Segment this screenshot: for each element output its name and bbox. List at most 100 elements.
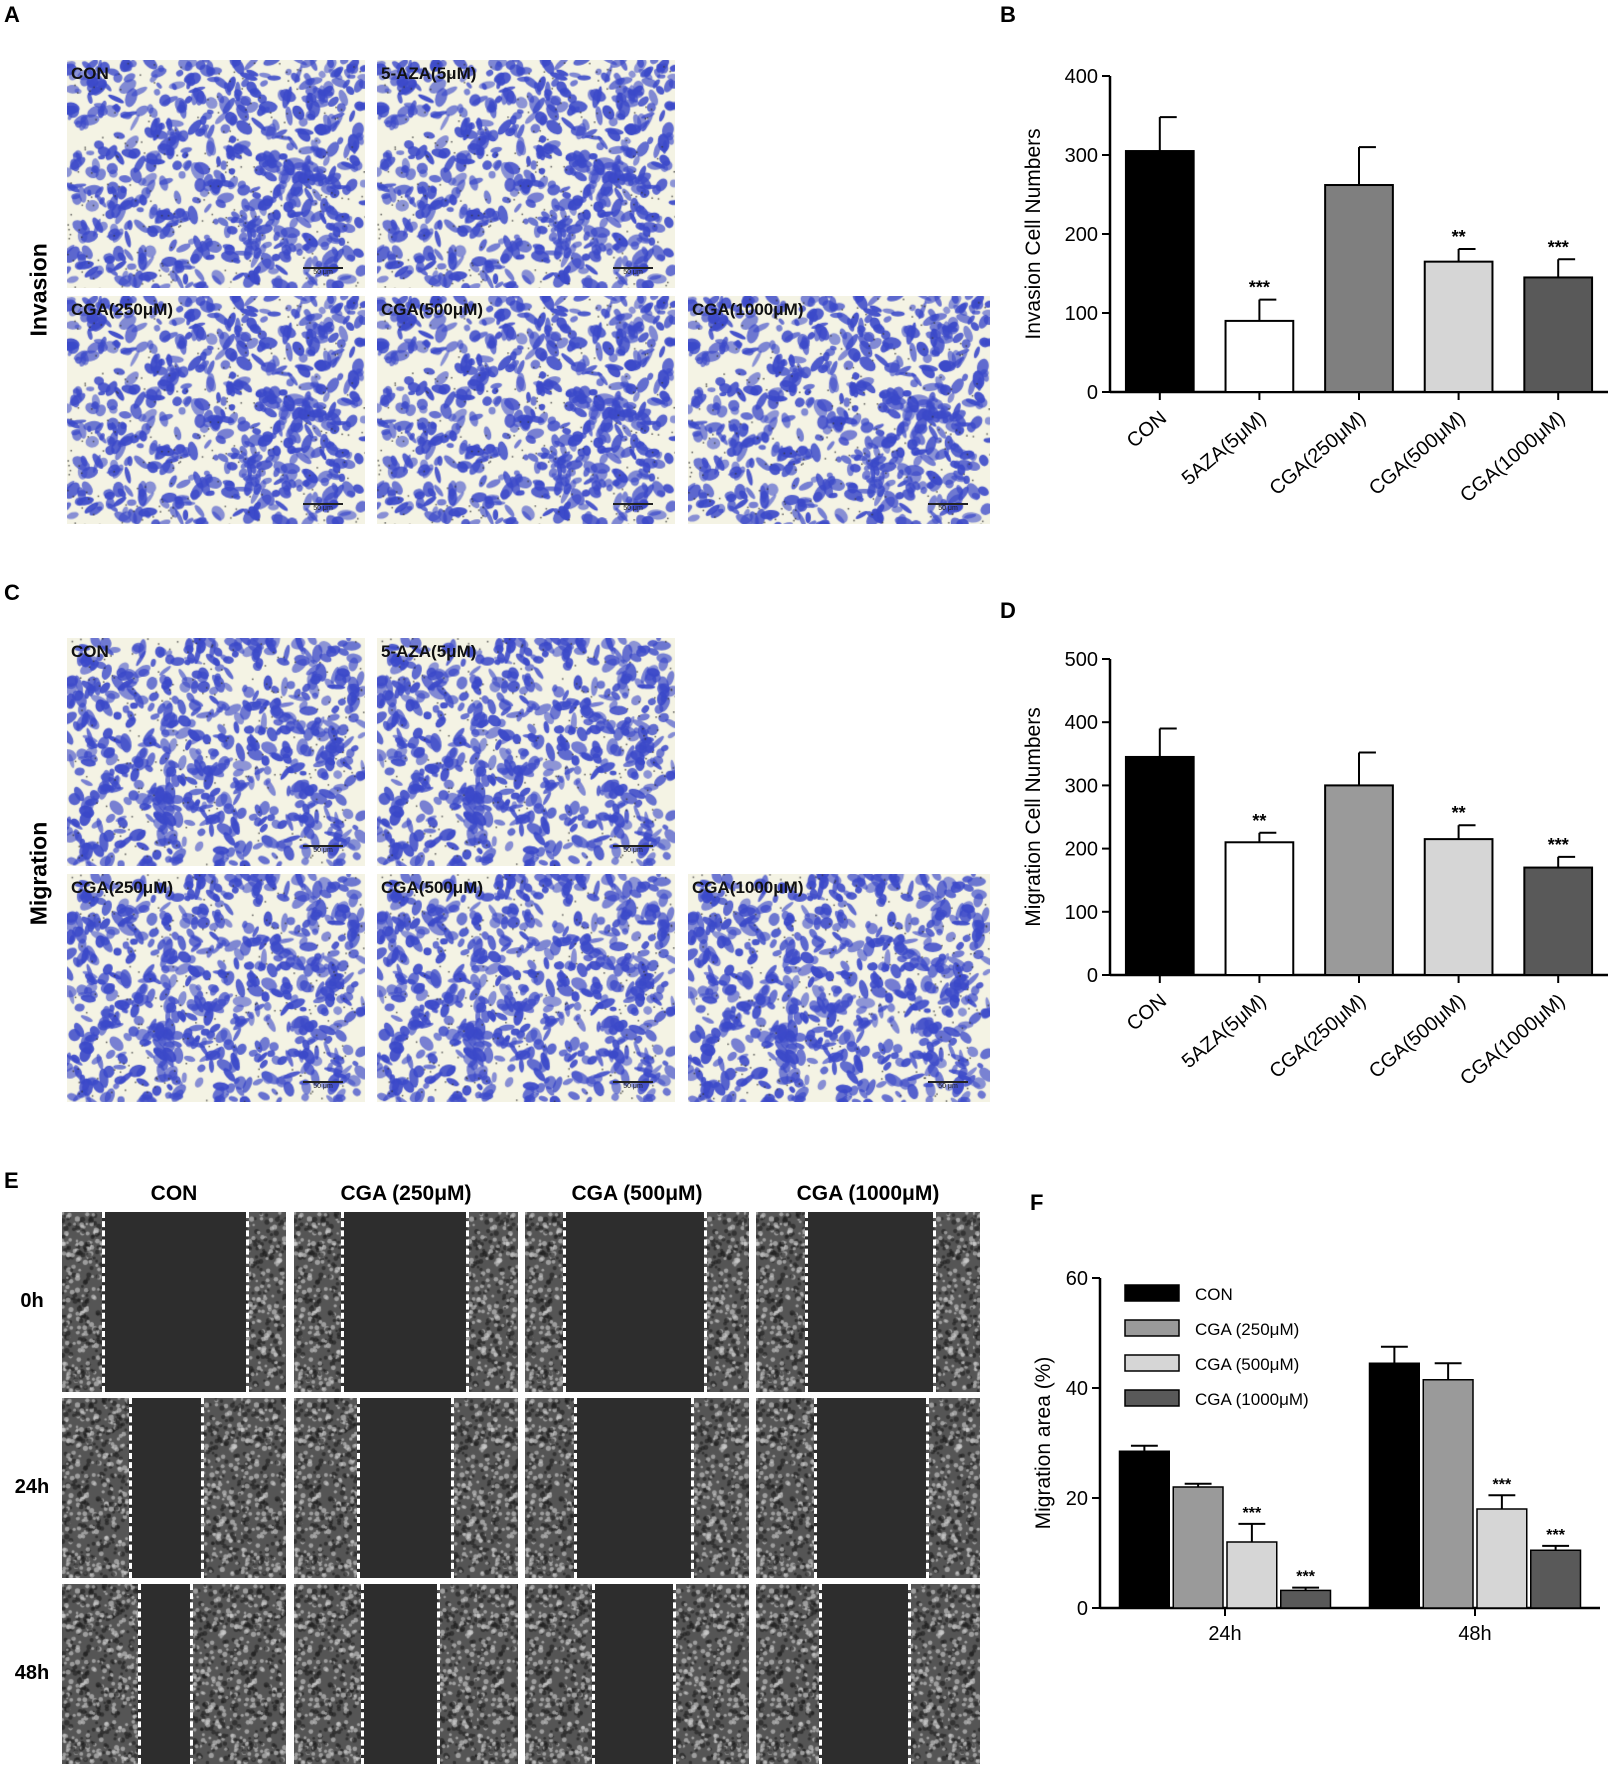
wound-edge-line [574, 1398, 578, 1578]
wound-header-3: CGA (500μM) [571, 1182, 703, 1205]
wound-image-24h-2 [294, 1398, 518, 1578]
migration-image-label: CON [71, 642, 109, 661]
wound-edge-line [245, 1212, 249, 1392]
wound-edge-line [814, 1398, 818, 1578]
y-axis-label: Migration area (%) [1032, 1357, 1055, 1530]
y-axis-label: Migration Cell Numbers [1022, 707, 1045, 926]
x-tick-label: 5AZA(5μM) [1178, 990, 1271, 1073]
y-tick-label: 0 [1077, 1598, 1088, 1620]
y-tick-label: 0 [1087, 382, 1098, 404]
bar-CON-48h [1368, 1362, 1420, 1609]
x-tick-label: CGA(1000μM) [1456, 407, 1569, 507]
panel-letter-a: A [4, 2, 20, 27]
y-tick-label: 40 [1066, 1378, 1088, 1400]
wound-edge-line [908, 1584, 912, 1764]
y-tick-label: 500 [1065, 649, 1098, 671]
wound-header-4: CGA (1000μM) [796, 1182, 940, 1205]
x-tick-label: CGA(500μM) [1365, 407, 1470, 500]
y-tick-label: 0 [1087, 965, 1098, 987]
migration-image-1: CON 50 μm [67, 638, 365, 866]
y-tick-label: 20 [1066, 1488, 1088, 1510]
wound-time-24h: 24h [14, 1476, 50, 1498]
wound-image-24h-4 [756, 1398, 980, 1578]
y-tick-label: 300 [1065, 775, 1098, 797]
y-tick-label: 300 [1065, 145, 1098, 167]
invasion-image-label: CON [71, 64, 109, 83]
bar-CGA(500μM) [1423, 838, 1494, 976]
wound-edge-line [129, 1398, 133, 1578]
bar-CGA (1000μM)-24h [1280, 1589, 1332, 1609]
bar-CGA (1000μM)-48h [1530, 1549, 1582, 1609]
legend-label: CON [1195, 1285, 1233, 1304]
x-tick-label: 5AZA(5μM) [1178, 407, 1271, 490]
invasion-image-label: CGA(250μM) [71, 300, 174, 319]
scale-bar: 50 μm [303, 267, 343, 276]
significance-marker: *** [1243, 1505, 1262, 1522]
panel-letter-e: E [4, 1168, 19, 1193]
wound-image-48h-4 [756, 1584, 980, 1764]
scale-bar: 50 μm [928, 503, 968, 512]
y-tick-label: 100 [1065, 303, 1098, 325]
wound-edge-line [466, 1212, 470, 1392]
wound-image-24h-1 [62, 1398, 286, 1578]
legend-swatch [1124, 1389, 1180, 1407]
bar-CON-24h [1118, 1450, 1170, 1609]
x-tick-label: 48h [1458, 1623, 1491, 1645]
wound-edge-line [932, 1212, 936, 1392]
wound-edge-line [672, 1584, 676, 1764]
wound-edge-line [200, 1398, 204, 1578]
x-tick-label: CGA(250μM) [1266, 990, 1371, 1083]
row-label-invasion: Invasion [25, 243, 52, 337]
legend-swatch [1124, 1319, 1180, 1337]
wound-edge-line [704, 1212, 708, 1392]
invasion-image-label: CGA(1000μM) [692, 300, 804, 319]
significance-marker: *** [1493, 1476, 1512, 1493]
x-tick-label: CON [1123, 407, 1171, 452]
wound-image-0h-1 [62, 1212, 286, 1392]
bar-CON [1124, 755, 1195, 976]
panel-letter-f: F [1030, 1190, 1044, 1215]
panel-letter-d: D [1000, 598, 1016, 623]
significance-marker: ** [1252, 811, 1266, 831]
wound-edge-line [102, 1212, 106, 1392]
wound-time-0h: 0h [20, 1290, 44, 1312]
migration-image-2: 5-AZA(5μM) 50 μm [377, 638, 675, 866]
invasion-image-5: CGA(1000μM) 50 μm [688, 296, 990, 524]
invasion-image-1: CON 50 μm [67, 60, 365, 288]
wound-image-0h-3 [525, 1212, 749, 1392]
wound-edge-line [450, 1398, 454, 1578]
migration-image-5: CGA(1000μM) 50 μm [688, 874, 990, 1102]
scale-bar: 50 μm [613, 1081, 653, 1090]
wound-edge-line [690, 1398, 694, 1578]
y-tick-label: 200 [1065, 224, 1098, 246]
bar-CGA(1000μM) [1523, 866, 1594, 976]
invasion-image-label: 5-AZA(5μM) [381, 64, 477, 83]
significance-marker: *** [1296, 1569, 1315, 1586]
scale-bar: 50 μm [303, 845, 343, 854]
wound-edge-line [361, 1584, 365, 1764]
migration-image-4: CGA(500μM) 50 μm [377, 874, 675, 1102]
wound-edge-line [138, 1584, 142, 1764]
wound-header-1: CON [150, 1182, 198, 1205]
wound-edge-line [437, 1584, 441, 1764]
bar-5AZA(5μM) [1224, 841, 1295, 976]
y-tick-label: 100 [1065, 902, 1098, 924]
bar-CGA(1000μM) [1523, 276, 1594, 393]
scale-bar: 50 μm [613, 267, 653, 276]
bar-CGA (250μM)-24h [1172, 1486, 1224, 1609]
migration-image-label: 5-AZA(5μM) [381, 642, 477, 661]
y-tick-label: 200 [1065, 839, 1098, 861]
panel-letter-b: B [1000, 2, 1016, 27]
legend-label: CGA (250μM) [1195, 1320, 1299, 1339]
wound-edge-line [818, 1584, 822, 1764]
wound-image-0h-4 [756, 1212, 980, 1392]
significance-marker: *** [1249, 278, 1270, 298]
bar-CGA (500μM)-48h [1476, 1508, 1528, 1609]
x-tick-label: CGA(250μM) [1266, 407, 1371, 500]
migration-image-label: CGA(500μM) [381, 878, 484, 897]
x-tick-label: CGA(500μM) [1365, 990, 1470, 1083]
wound-edge-line [592, 1584, 596, 1764]
invasion-image-3: CGA(250μM) 50 μm [67, 296, 365, 524]
migration-image-label: CGA(250μM) [71, 878, 174, 897]
